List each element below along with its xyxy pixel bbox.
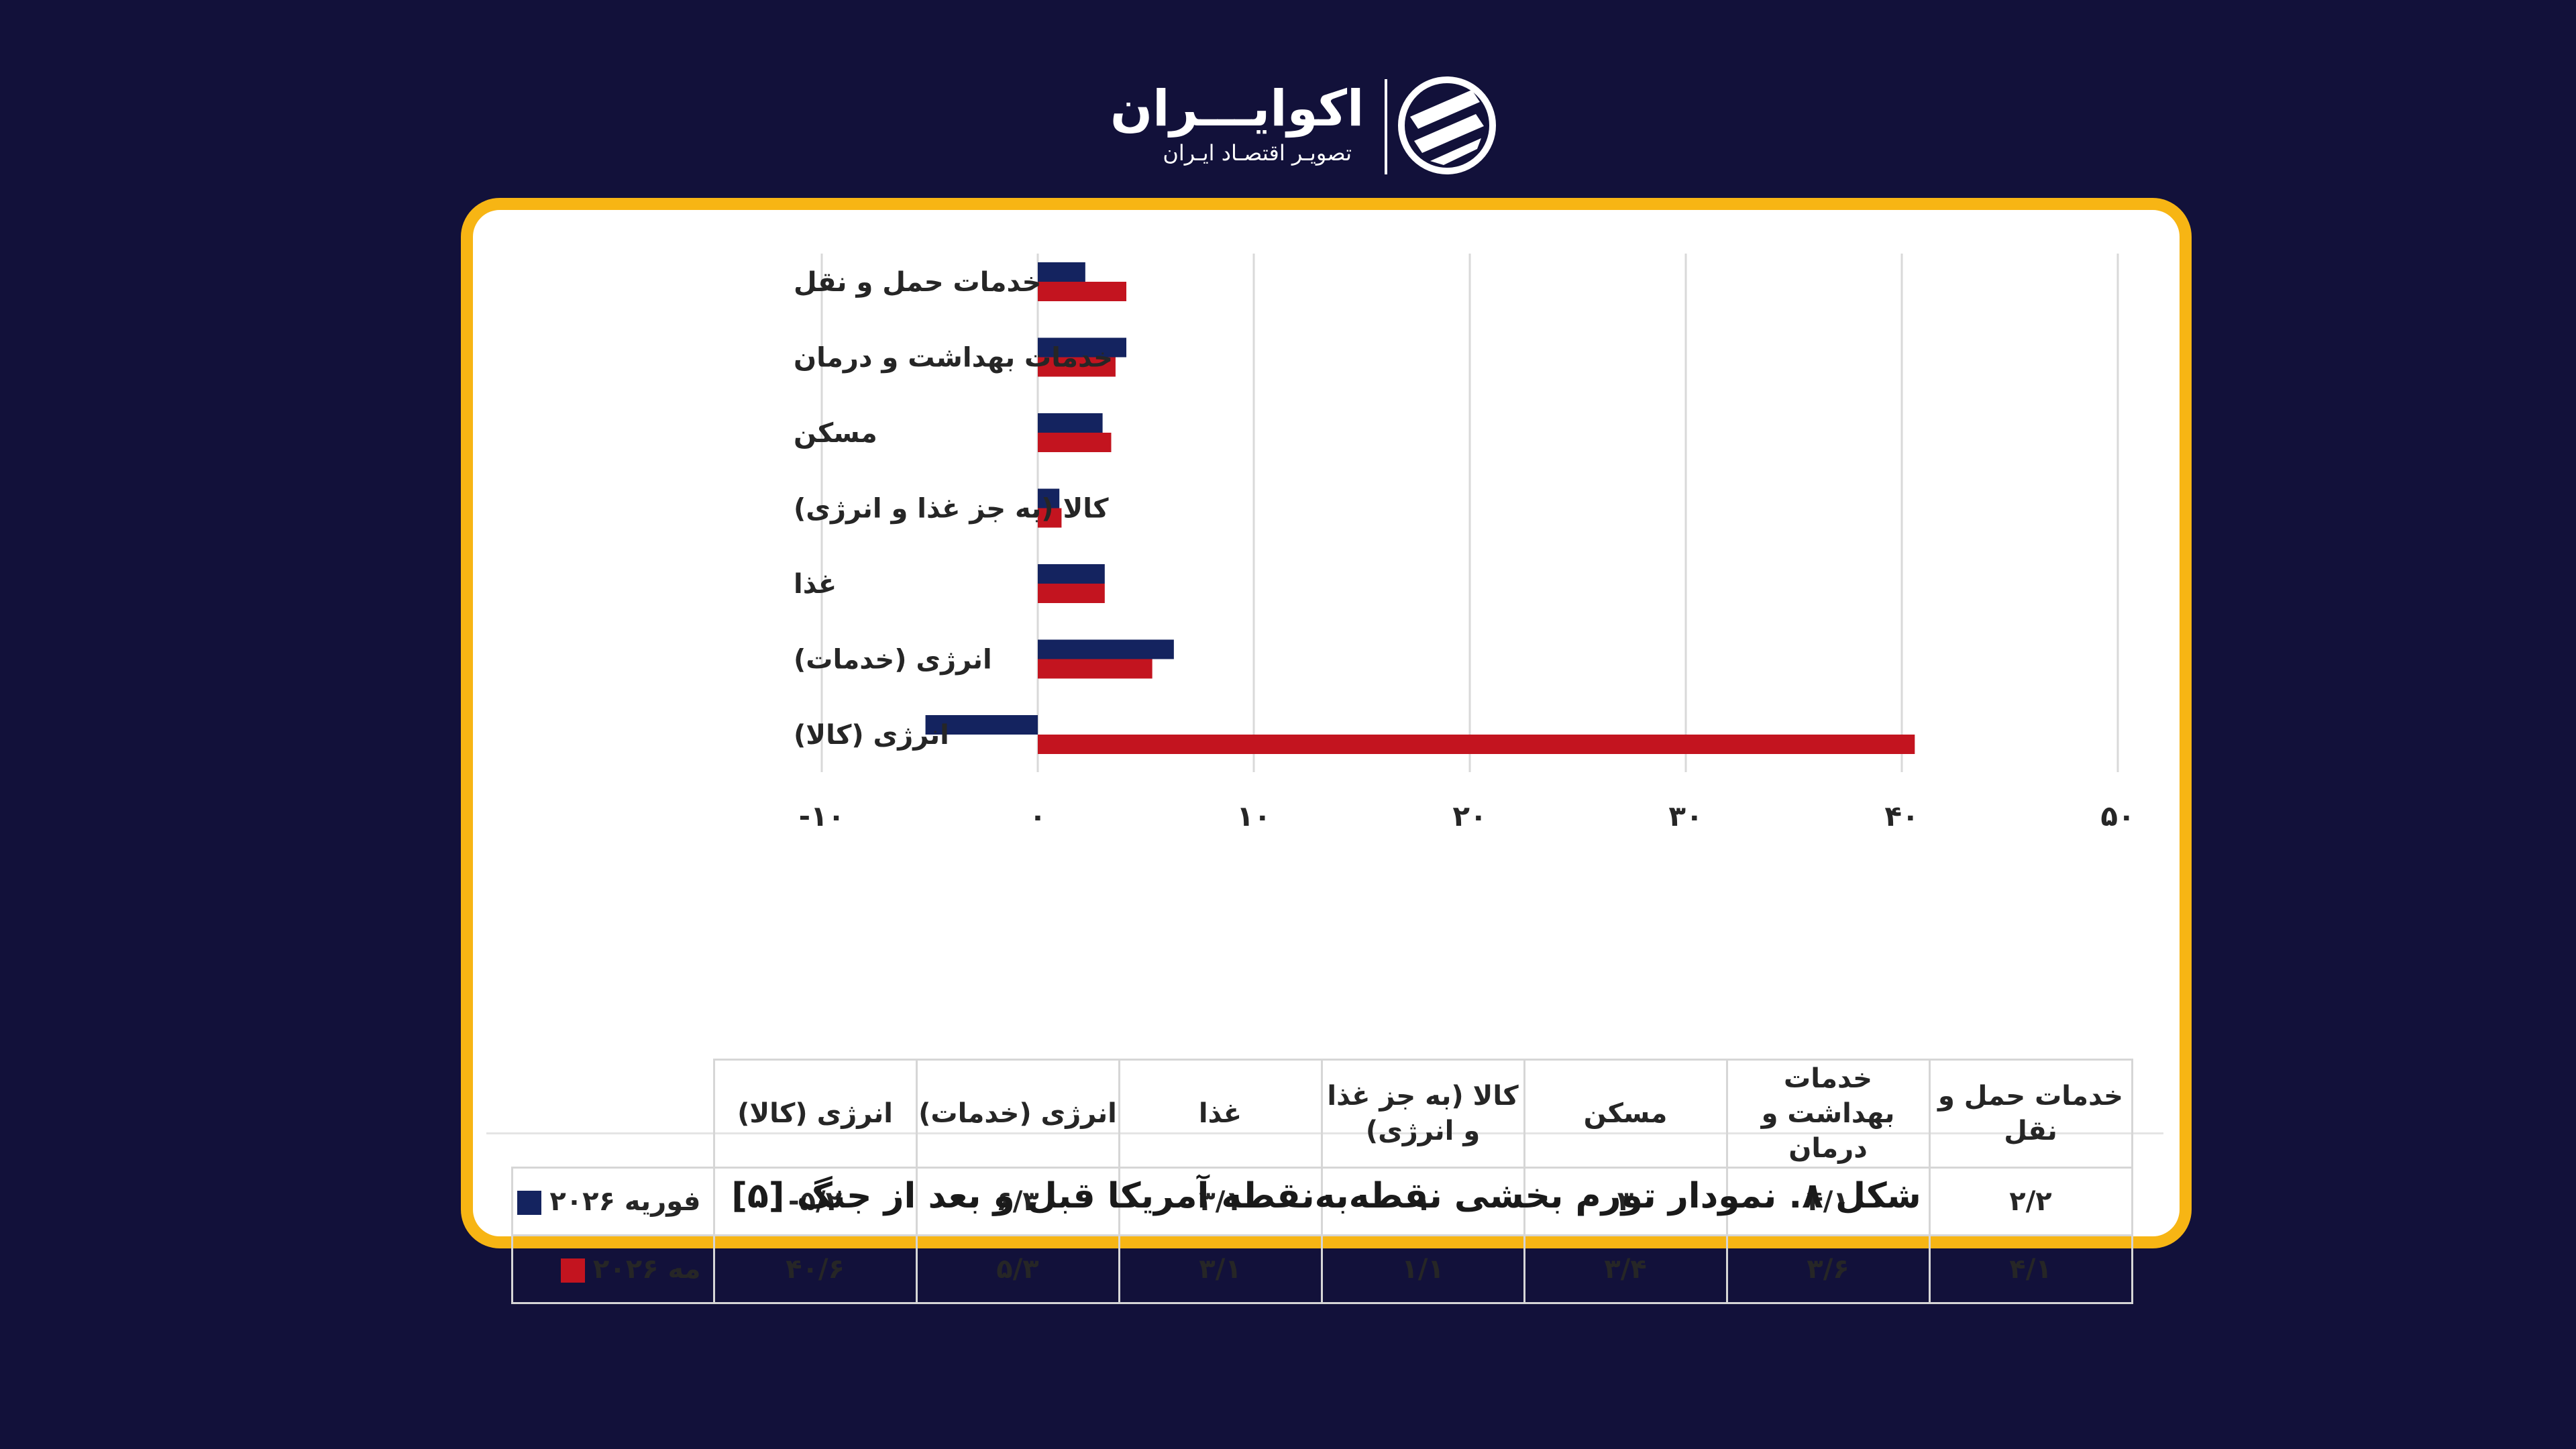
table-value-cell: ۴/۱	[1725, 1167, 1931, 1236]
bar	[1038, 282, 1127, 301]
table-value-cell: ۲/۲	[1928, 1167, 2133, 1236]
category-label: خدمات بهداشت و درمان	[794, 343, 1113, 374]
x-tick-label: ۲۰	[1452, 800, 1487, 833]
table-value-cell: ۱	[1320, 1167, 1525, 1236]
logo-emblem-icon	[1398, 76, 1496, 174]
table-header-row: خدمات حمل و نقل خدمات بهداشت و درمان مسکن ک…	[512, 1059, 2133, 1169]
figure-card: خدمات حمل و نقل خدمات بهداشت و درمان مسکن ک…	[461, 198, 2192, 1304]
category-label: خدمات حمل و نقل	[794, 267, 1041, 298]
ecoiran-logo: اکوایـــران تصویـر اقتصـاد ایـران	[1110, 75, 1509, 176]
legend-cell: فوریه ۲۰۲۶	[511, 1167, 715, 1236]
table-value-cell: -۵/۲	[712, 1167, 918, 1236]
table-header-cell: انرژی (کالا)	[712, 1059, 918, 1169]
table-value-cell: ۵/۳	[915, 1234, 1120, 1304]
bar	[1038, 413, 1103, 433]
x-tick-label: ۰	[1029, 800, 1046, 833]
x-tick-label: ۱۰	[1236, 800, 1271, 833]
bar	[1038, 659, 1152, 679]
table-value-cell: ۳/۶	[1725, 1234, 1931, 1304]
category-label: انرژی (خدمات)	[794, 645, 992, 676]
bar	[925, 715, 1038, 735]
table-header-cell: خدمات حمل و نقل	[1928, 1059, 2133, 1169]
legend-swatch	[560, 1258, 585, 1283]
bar	[1038, 639, 1174, 659]
table-header-cell: خدمات بهداشت و درمان	[1725, 1059, 1931, 1169]
table-corner-cell	[512, 1059, 715, 1169]
bar	[1038, 262, 1085, 282]
table-value-cell: ۳	[1523, 1167, 1728, 1236]
logo-divider	[1385, 79, 1387, 174]
x-tick-label: -۱۰	[799, 800, 845, 833]
x-tick-label: ۳۰	[1668, 800, 1703, 833]
table-header-cell: مسکن	[1523, 1059, 1728, 1169]
table-value-cell: ۶/۳	[915, 1167, 1120, 1236]
data-table: خدمات حمل و نقل خدمات بهداشت و درمان مسکن ک…	[511, 1059, 2133, 1304]
table-value-cell: ۳/۴	[1523, 1234, 1728, 1304]
category-label: کالا (به جز غذا و انرژی)	[794, 494, 1109, 525]
category-label: غذا	[794, 569, 837, 600]
legend-swatch	[517, 1191, 542, 1215]
table-value-cell: ۱/۱	[1320, 1234, 1525, 1304]
bar	[1038, 508, 1062, 528]
table-value-cell: ۳/۱	[1118, 1234, 1323, 1304]
logo-brand-text: اکوایـــران	[1110, 80, 1364, 138]
legend-label: فوریه ۲۰۲۶	[549, 1186, 701, 1217]
bar	[1038, 488, 1060, 508]
bar-chart: خدمات حمل و نقل خدمات بهداشت و درمان مسکن ک…	[794, 254, 2135, 833]
legend-label: مه ۲۰۲۶	[592, 1254, 701, 1285]
table-row: ۴/۱ ۳/۶ ۳/۴ ۱/۱ ۳/۱ ۵/۳ ۴۰/۶ مه ۲۰۲۶	[511, 1234, 2133, 1304]
bar	[1038, 564, 1105, 584]
chart-x-tick-labels: -۱۰ ۰ ۱۰ ۲۰ ۳۰ ۴۰ ۵۰	[799, 800, 2135, 833]
table-header-cell: کالا (به جز غذا و انرژی)	[1320, 1059, 1525, 1169]
category-label: انرژی (کالا)	[794, 720, 949, 751]
table-row: ۲/۲ ۴/۱ ۳ ۱ ۳/۱ ۶/۳ -۵/۲ فوریه ۲۰۲۶	[511, 1167, 2133, 1236]
bar	[1038, 433, 1112, 452]
bar	[1038, 735, 1915, 754]
bar	[1038, 357, 1116, 377]
table-header-cell: غذا	[1118, 1059, 1323, 1169]
bar	[1038, 337, 1127, 358]
table-value-cell: ۳/۱	[1118, 1167, 1323, 1236]
x-tick-label: ۴۰	[1884, 800, 1919, 833]
legend-cell: مه ۲۰۲۶	[511, 1234, 715, 1304]
chart-bars	[925, 262, 1915, 754]
bar	[1038, 584, 1105, 603]
logo-tagline: تصویـر اقتصـاد ایـران	[1163, 140, 1352, 166]
table-value-cell: ۴۰/۶	[712, 1234, 918, 1304]
table-header-cell: انرژی (خدمات)	[915, 1059, 1120, 1169]
logo-wordmark: اکوایـــران تصویـر اقتصـاد ایـران	[1110, 79, 1364, 180]
category-label: مسکن	[794, 418, 877, 449]
chart-category-labels: خدمات حمل و نقل خدمات بهداشت و درمان مسکن ک…	[794, 267, 1113, 751]
table-value-cell: ۴/۱	[1928, 1234, 2133, 1304]
x-tick-label: ۵۰	[2100, 800, 2135, 833]
figure-caption: شکل ۸. نمودار تورم بخشی نقطه‌به‌نقطه آمر…	[731, 1176, 1921, 1216]
